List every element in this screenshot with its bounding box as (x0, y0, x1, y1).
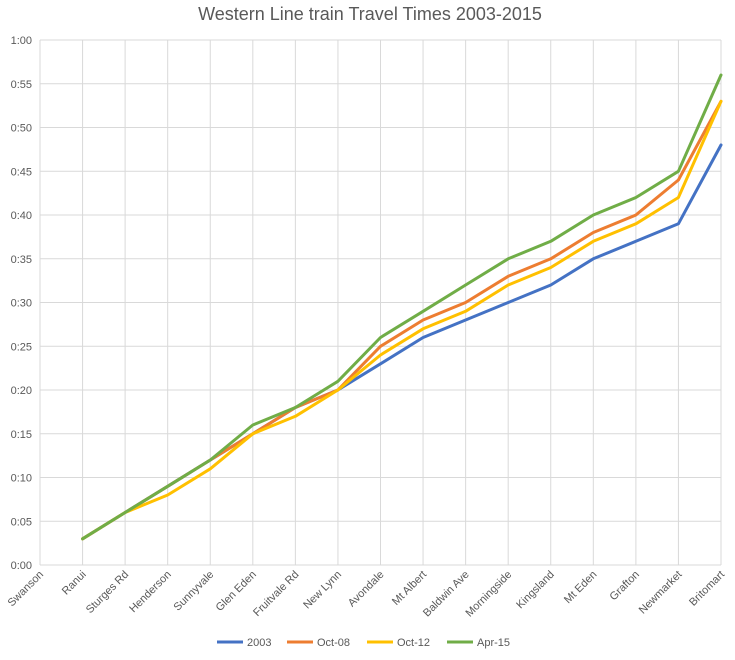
gridlines (39, 39, 722, 566)
y-tick-label: 0:55 (11, 79, 32, 91)
x-tick-label: Henderson (127, 569, 174, 616)
y-tick-label: 0:30 (11, 298, 32, 310)
legend: 2003 Oct-08 Oct-12 Apr-15 (217, 637, 510, 649)
y-axis-ticks: 0:00 0:05 0:10 0:15 0:20 0:25 0:30 0:35 0:40 0:45… (11, 35, 32, 572)
y-tick-label: 0:50 (11, 123, 32, 135)
y-tick-label: 0:15 (11, 429, 32, 441)
y-tick-label: 1:00 (11, 35, 32, 47)
y-tick-label: 0:00 (11, 560, 32, 572)
y-tick-label: 0:40 (11, 210, 32, 222)
series-line-oct-08 (81, 99, 723, 541)
legend-label: Oct-08 (317, 637, 350, 649)
x-tick-label: Swanson (6, 569, 46, 609)
legend-label: Apr-15 (477, 637, 510, 649)
chart-title: Western Line train Travel Times 2003-201… (198, 4, 542, 24)
x-tick-label: Glen Eden (214, 569, 259, 614)
x-tick-label: Ranui (60, 569, 89, 598)
legend-label: 2003 (247, 637, 271, 649)
series-line-oct-12 (81, 99, 723, 541)
series-lines (81, 73, 723, 541)
x-tick-label: Kingsland (514, 569, 557, 612)
series-line-apr-15 (81, 73, 723, 541)
x-tick-label: Avondale (346, 569, 387, 610)
x-tick-label: Morningside (463, 569, 514, 620)
x-tick-label: Newmarket (637, 569, 685, 617)
y-tick-label: 0:20 (11, 385, 32, 397)
x-tick-label: Grafton (608, 569, 642, 603)
x-tick-label: Sunnyvale (172, 569, 217, 614)
y-tick-label: 0:25 (11, 341, 32, 353)
x-tick-label: Fruitvale Rd (251, 569, 301, 619)
x-tick-label: Mt Albert (390, 569, 429, 608)
y-tick-label: 0:05 (11, 516, 32, 528)
x-tick-label: New Lynn (301, 569, 344, 612)
x-tick-label: Mt Eden (562, 569, 599, 606)
x-tick-label: Sturges Rd (84, 569, 131, 616)
y-tick-label: 0:10 (11, 473, 32, 485)
y-tick-label: 0:35 (11, 254, 32, 266)
x-tick-label: Britomart (687, 569, 727, 609)
y-tick-label: 0:45 (11, 166, 32, 178)
legend-label: Oct-12 (397, 637, 430, 649)
